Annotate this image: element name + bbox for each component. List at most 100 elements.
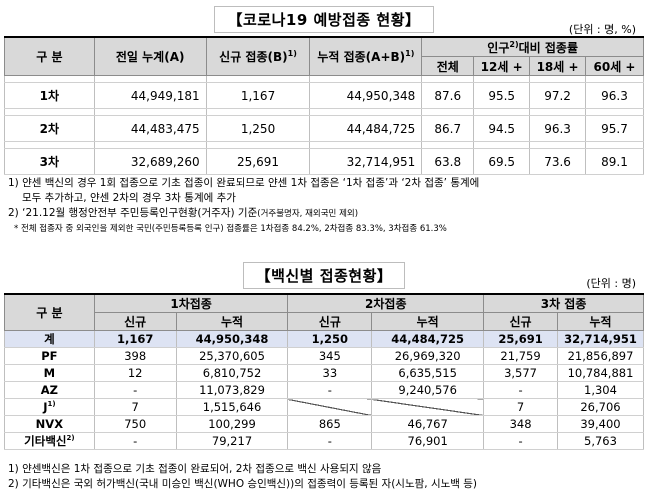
cell-d2-new: - bbox=[287, 432, 373, 450]
cell-age60: 89.1 bbox=[585, 148, 644, 175]
cell-d3-cum: 32,714,951 bbox=[556, 330, 645, 348]
cell-d1-cum: 25,370,605 bbox=[175, 347, 289, 365]
cell-prev: 32,689,260 bbox=[93, 148, 207, 175]
cell-d2-cum: 26,969,320 bbox=[371, 347, 485, 365]
cell-d1-new: 1,167 bbox=[93, 330, 177, 348]
cell-age12: 95.5 bbox=[473, 82, 531, 109]
cell-d3-new: 25,691 bbox=[483, 330, 558, 348]
row-label: 1차 bbox=[4, 82, 95, 109]
row-label: 3차 bbox=[4, 148, 95, 175]
cell-total: 63.8 bbox=[421, 148, 475, 175]
row-label: 2차 bbox=[4, 115, 95, 142]
header-age12: 12세 + bbox=[473, 56, 531, 76]
cell-d2-cum-na bbox=[371, 398, 485, 416]
note-2: 2) 기타백신은 국외 허가백신(국내 미승인 백신(WHO 승인백신))의 접… bbox=[8, 478, 478, 490]
cell-total: 86.7 bbox=[421, 115, 475, 142]
cell-d2-cum: 9,240,576 bbox=[371, 381, 485, 399]
cell-d1-new: 750 bbox=[93, 415, 177, 433]
cell-d3-cum: 1,304 bbox=[556, 381, 645, 399]
table-row-total: 계 1,167 44,950,348 1,250 44,484,725 25,6… bbox=[4, 330, 645, 348]
header-dose1: 1차접종 bbox=[93, 293, 289, 313]
header-dose2: 2차접종 bbox=[287, 293, 485, 313]
cell-new: 1,250 bbox=[205, 115, 311, 142]
cell-d2-new: 1,250 bbox=[287, 330, 373, 348]
cell-cum: 44,484,725 bbox=[309, 115, 423, 142]
cell-age18: 96.3 bbox=[529, 115, 587, 142]
cell-new: 1,167 bbox=[205, 82, 311, 109]
cell-d2-cum: 44,484,725 bbox=[371, 330, 485, 348]
cell-d1-new: - bbox=[93, 381, 177, 399]
table1-unit: (단위 : 명, %) bbox=[568, 23, 636, 36]
header-pop-ratio: 인구2)대비 접종률 bbox=[421, 36, 644, 57]
table2-title-wrap: 【백신별 접종현황】 bbox=[0, 262, 648, 289]
row-label: J1) bbox=[4, 398, 95, 416]
cell-d2-new: - bbox=[287, 381, 373, 399]
cell-d1-cum: 100,299 bbox=[175, 415, 289, 433]
cell-d3-cum: 26,706 bbox=[556, 398, 645, 416]
cell-d2-cum: 76,901 bbox=[371, 432, 485, 450]
cell-d3-cum: 10,784,881 bbox=[556, 364, 645, 382]
header-cumulative: 누적 접종(A+B)1) bbox=[309, 36, 423, 76]
cell-new: 25,691 bbox=[205, 148, 311, 175]
header-total: 전체 bbox=[421, 56, 475, 76]
table1-notes: 1) 얀센 백신의 경우 1회 접종으로 기초 접종이 완료되므로 얀센 1차 … bbox=[8, 176, 644, 237]
table-row: AZ - 11,073,829 - 9,240,576 - 1,304 bbox=[4, 381, 645, 399]
table-row: 3차 32,689,260 25,691 32,714,951 63.8 69.… bbox=[4, 148, 644, 175]
cell-d3-new: 348 bbox=[483, 415, 558, 433]
spacer-row bbox=[4, 108, 644, 116]
header-d3-new: 신규 bbox=[483, 312, 558, 331]
cell-d2-cum: 6,635,515 bbox=[371, 364, 485, 382]
table1-title-wrap: 【코로나19 예방접종 현황】 bbox=[0, 6, 648, 33]
cell-age18: 97.2 bbox=[529, 82, 587, 109]
cell-d2-new: 345 bbox=[287, 347, 373, 365]
cell-d3-new: - bbox=[483, 381, 558, 399]
cell-d1-new: 7 bbox=[93, 398, 177, 416]
cell-d1-cum: 44,950,348 bbox=[175, 330, 289, 348]
row-label: PF bbox=[4, 347, 95, 365]
cell-d2-cum: 46,767 bbox=[371, 415, 485, 433]
header-d1-new: 신규 bbox=[93, 312, 177, 331]
header-age60: 60세 + bbox=[585, 56, 644, 76]
table-row: J1) 7 1,515,646 7 26,706 bbox=[4, 398, 645, 416]
cell-age60: 95.7 bbox=[585, 115, 644, 142]
vaccine-type-table: 구 분 1차접종 2차접종 3차 접종 신규 누적 신규 누적 신규 누적 계 … bbox=[4, 293, 645, 450]
row-label: 계 bbox=[4, 330, 95, 348]
note-1-line1: 1) 얀센 백신의 경우 1회 접종으로 기초 접종이 완료되므로 얀센 1차 … bbox=[8, 177, 480, 189]
cell-total: 87.6 bbox=[421, 82, 475, 109]
cell-prev: 44,483,475 bbox=[93, 115, 207, 142]
header-d3-cum: 누적 bbox=[556, 312, 645, 331]
cell-age18: 73.6 bbox=[529, 148, 587, 175]
header-dose3: 3차 접종 bbox=[483, 293, 644, 313]
cell-d1-new: - bbox=[93, 432, 177, 450]
header-new: 신규 접종(B)1) bbox=[205, 36, 311, 76]
note-2: 2) ‘21.12월 행정안전부 주민등록인구현황(거주자) 기준(거주불명자,… bbox=[8, 207, 359, 219]
cell-cum: 32,714,951 bbox=[309, 148, 423, 175]
table-row: 기타백신2) - 79,217 - 76,901 - 5,763 bbox=[4, 432, 645, 450]
table-row: M 12 6,810,752 33 6,635,515 3,577 10,784… bbox=[4, 364, 645, 382]
header-d1-cum: 누적 bbox=[175, 312, 289, 331]
table2-title: 【백신별 접종현황】 bbox=[242, 262, 406, 289]
cell-d2-new: 865 bbox=[287, 415, 373, 433]
table2-notes: 1) 얀센백신은 1차 접종으로 기초 접종이 완료되어, 2차 접종으로 백신… bbox=[8, 462, 644, 492]
note-1: 1) 얀센백신은 1차 접종으로 기초 접종이 완료되어, 2차 접종으로 백신… bbox=[8, 463, 382, 475]
vaccination-status-table: 구 분 전일 누계(A) 신규 접종(B)1) 누적 접종(A+B)1) 인구2… bbox=[4, 36, 644, 175]
cell-age12: 69.5 bbox=[473, 148, 531, 175]
table-row: 2차 44,483,475 1,250 44,484,725 86.7 94.5… bbox=[4, 115, 644, 142]
note-1-line2: 모두 추가하고, 얀센 2차의 경우 3차 통계에 추가 bbox=[22, 192, 236, 204]
row-label: M bbox=[4, 364, 95, 382]
row-label: AZ bbox=[4, 381, 95, 399]
cell-d1-cum: 1,515,646 bbox=[175, 398, 289, 416]
header-age18: 18세 + bbox=[529, 56, 587, 76]
table-row: 1차 44,949,181 1,167 44,950,348 87.6 95.5… bbox=[4, 82, 644, 109]
cell-d2-new: 33 bbox=[287, 364, 373, 382]
table2-unit: (단위 : 명) bbox=[586, 277, 636, 290]
cell-age60: 96.3 bbox=[585, 82, 644, 109]
cell-d1-cum: 79,217 bbox=[175, 432, 289, 450]
cell-d3-cum: 39,400 bbox=[556, 415, 645, 433]
cell-prev: 44,949,181 bbox=[93, 82, 207, 109]
note-3: * 전체 접종자 중 외국인을 제외한 국민(주민등록등록 인구) 접종률은 1… bbox=[14, 224, 447, 234]
cell-d1-cum: 6,810,752 bbox=[175, 364, 289, 382]
cell-d1-cum: 11,073,829 bbox=[175, 381, 289, 399]
row-label: NVX bbox=[4, 415, 95, 433]
